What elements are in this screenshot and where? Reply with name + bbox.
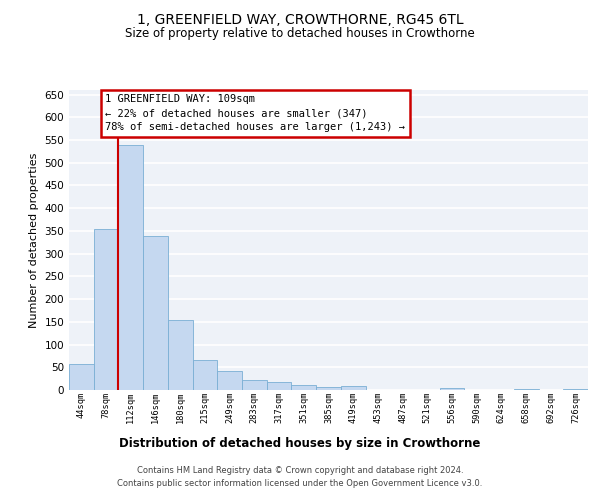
Bar [193, 360, 217, 390]
Bar [267, 382, 292, 390]
Bar [69, 364, 94, 390]
Bar [341, 386, 365, 390]
Text: 1 GREENFIELD WAY: 109sqm
← 22% of detached houses are smaller (347)
78% of semi-: 1 GREENFIELD WAY: 109sqm ← 22% of detach… [106, 94, 406, 132]
Bar [217, 371, 242, 390]
Bar [563, 389, 588, 390]
Y-axis label: Number of detached properties: Number of detached properties [29, 152, 39, 328]
Bar [143, 236, 168, 390]
Bar [118, 144, 143, 390]
Bar [168, 320, 193, 390]
Bar [94, 228, 118, 390]
Bar [514, 388, 539, 390]
Bar [242, 380, 267, 390]
Bar [292, 386, 316, 390]
Text: Distribution of detached houses by size in Crowthorne: Distribution of detached houses by size … [119, 438, 481, 450]
Text: Size of property relative to detached houses in Crowthorne: Size of property relative to detached ho… [125, 28, 475, 40]
Bar [440, 388, 464, 390]
Bar [316, 388, 341, 390]
Text: Contains HM Land Registry data © Crown copyright and database right 2024.
Contai: Contains HM Land Registry data © Crown c… [118, 466, 482, 487]
Text: 1, GREENFIELD WAY, CROWTHORNE, RG45 6TL: 1, GREENFIELD WAY, CROWTHORNE, RG45 6TL [137, 12, 463, 26]
